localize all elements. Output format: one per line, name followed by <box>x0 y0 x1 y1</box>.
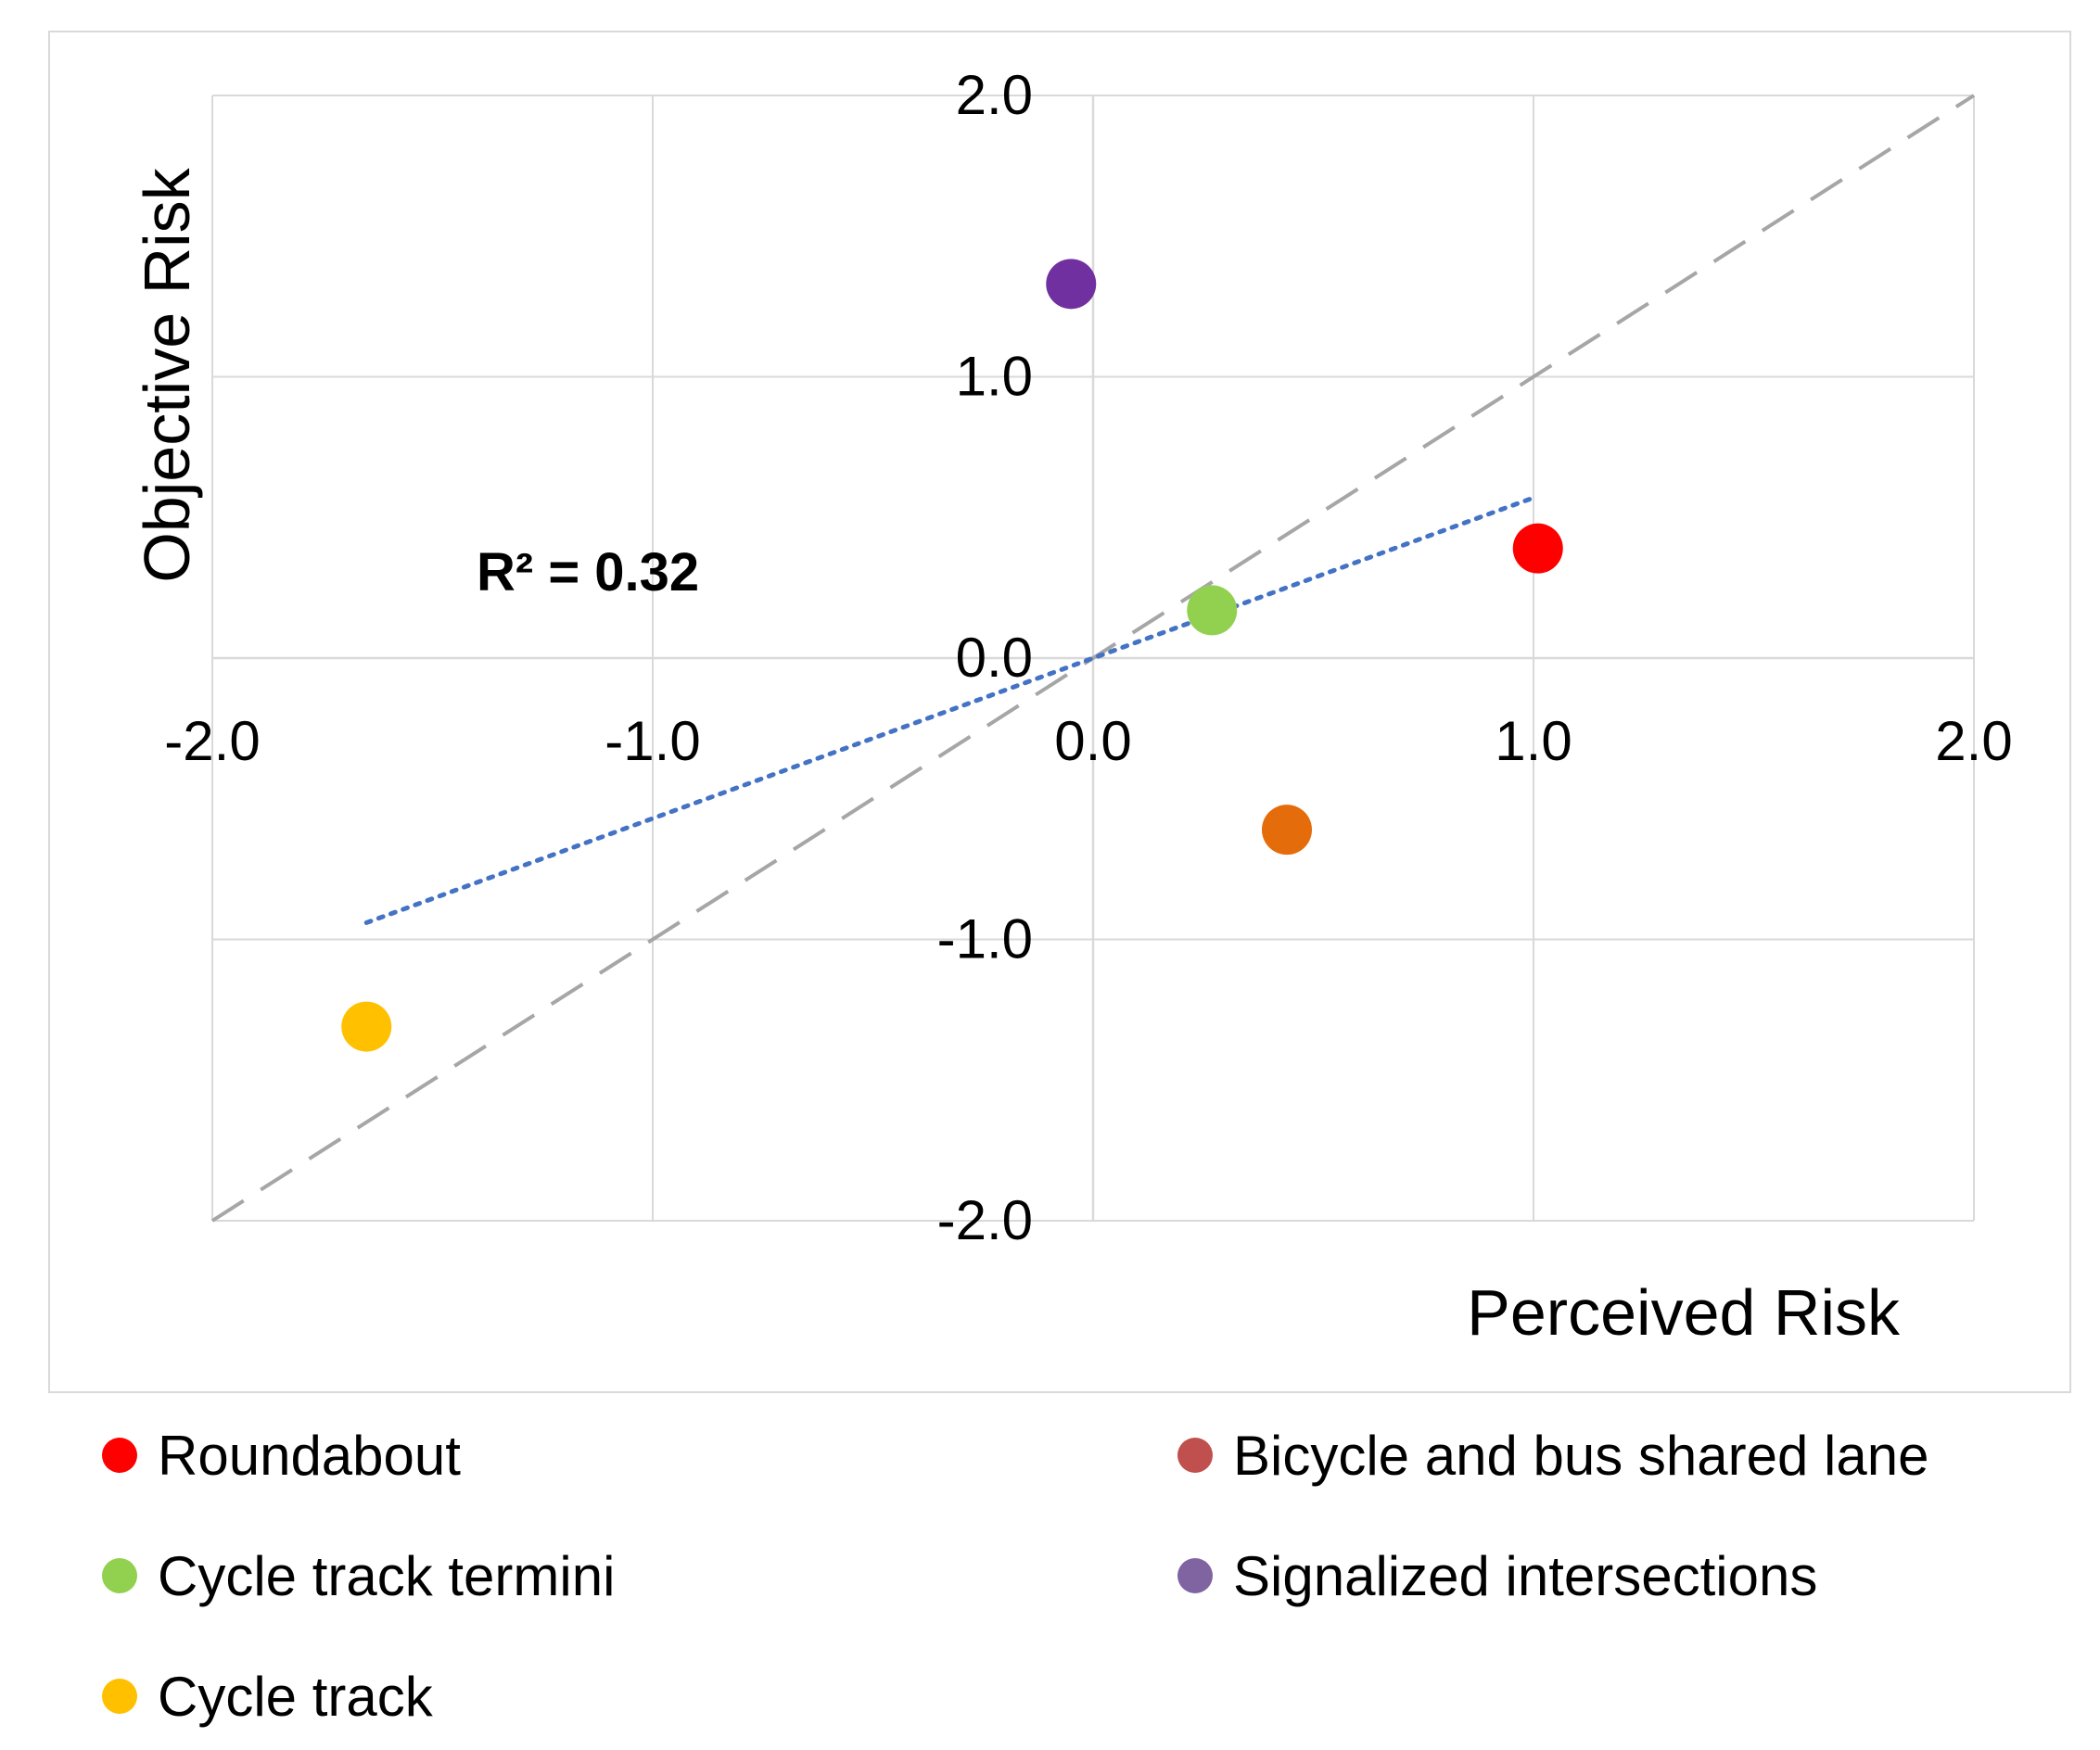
chart-frame: -2.0 -1.0 0.0 1.0 2.0 -2.0 -1.0 0.0 1.0 2.0 R² = 0… <box>48 31 2071 1393</box>
y-tick-label: -2.0 <box>937 1189 1033 1251</box>
r-squared-annotation: R² = 0.32 <box>477 542 699 602</box>
legend-label: Cycle track termini <box>158 1544 616 1607</box>
data-point <box>341 1001 392 1052</box>
legend-label: Cycle track <box>158 1665 433 1728</box>
y-tick-label: 1.0 <box>956 346 1033 408</box>
legend-marker <box>102 1558 137 1593</box>
legend-label: Signalized intersections <box>1233 1544 1818 1607</box>
data-point <box>1187 585 1238 636</box>
legend-item: Signalized intersections <box>1177 1539 1817 1613</box>
reference-line <box>210 94 1976 1223</box>
y-tick-label: 0.0 <box>956 627 1033 689</box>
legend-marker <box>102 1679 137 1714</box>
trendline <box>363 495 1536 925</box>
y-tick-label: 2.0 <box>956 64 1033 126</box>
x-tick-label: -2.0 <box>164 710 260 772</box>
data-point <box>1512 523 1563 574</box>
legend-label: Roundabout <box>158 1424 461 1487</box>
legend-item: Cycle track termini <box>102 1539 615 1613</box>
y-axis-title: Objective Risk <box>131 167 203 582</box>
legend-item: Cycle track <box>102 1659 433 1733</box>
x-tick-label: -1.0 <box>605 710 700 772</box>
x-tick-label: 2.0 <box>1935 710 2012 772</box>
x-tick-label: 0.0 <box>1054 710 1131 772</box>
data-point <box>1262 805 1312 856</box>
scatter-plot: -2.0 -1.0 0.0 1.0 2.0 -2.0 -1.0 0.0 1.0 2.0 R² = 0… <box>131 64 2013 1349</box>
legend-marker <box>1177 1438 1213 1473</box>
legend-marker <box>102 1438 137 1473</box>
legend: Roundabout Bicycle and bus shared lane C… <box>102 1418 2049 1733</box>
legend-marker <box>1177 1558 1213 1593</box>
legend-item: Bicycle and bus shared lane <box>1177 1418 1928 1492</box>
y-tick-label: -1.0 <box>937 908 1033 970</box>
legend-item: Roundabout <box>102 1418 461 1492</box>
data-point <box>1046 259 1097 310</box>
legend-label: Bicycle and bus shared lane <box>1233 1424 1929 1487</box>
x-tick-label: 1.0 <box>1495 710 1572 772</box>
x-axis-title: Perceived Risk <box>1467 1276 1901 1349</box>
